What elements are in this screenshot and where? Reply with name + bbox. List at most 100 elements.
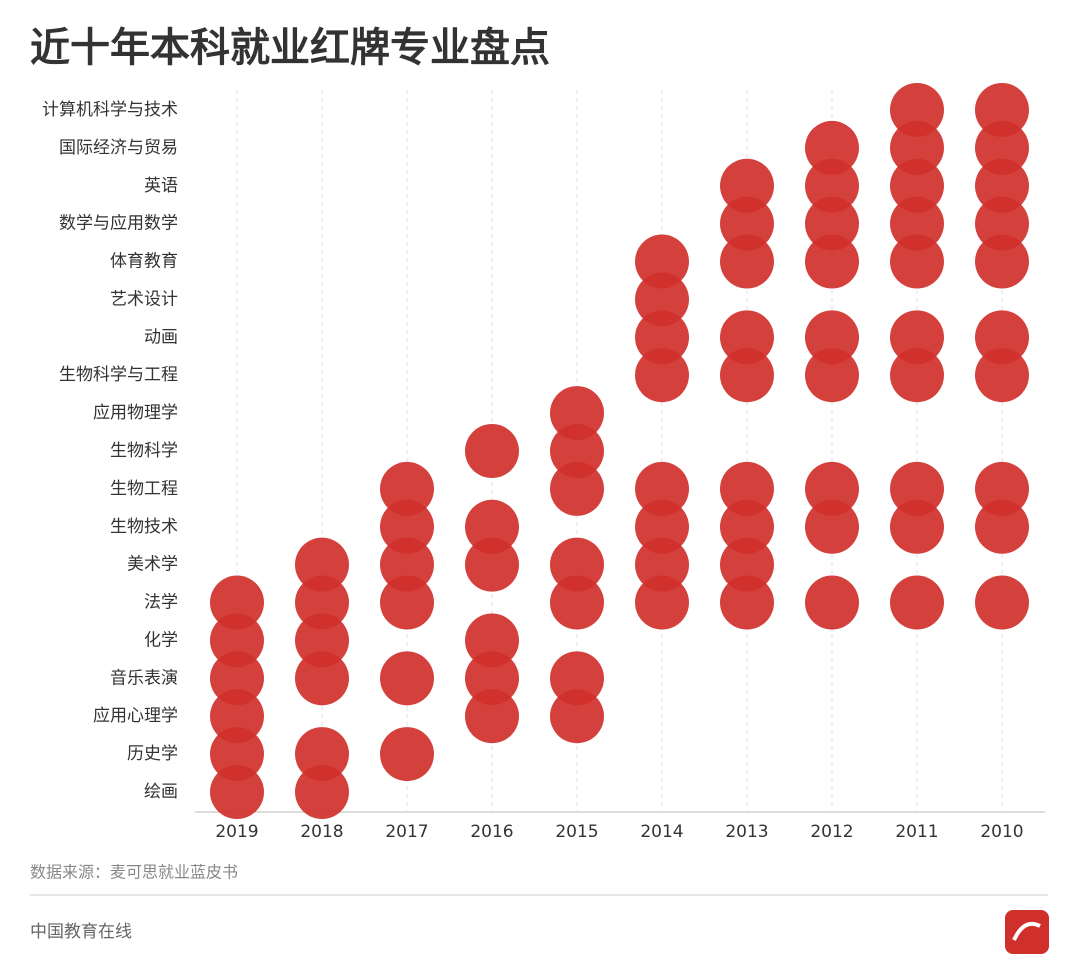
dot	[890, 234, 944, 289]
y-tick-label: 国际经济与贸易	[59, 138, 178, 158]
y-tick-label: 生物技术	[110, 517, 178, 537]
x-tick-label: 2018	[300, 822, 343, 842]
dot	[210, 651, 264, 706]
dot	[890, 120, 944, 175]
y-tick-label: 艺术设计	[110, 289, 178, 309]
dot	[635, 272, 689, 327]
dot	[635, 310, 689, 365]
x-tick-label: 2015	[555, 822, 598, 842]
dot	[890, 461, 944, 516]
dot	[465, 651, 519, 706]
y-tick-label: 历史学	[127, 744, 178, 764]
dot	[720, 310, 774, 365]
dot	[805, 461, 859, 516]
dot	[635, 348, 689, 403]
dot	[890, 83, 944, 137]
dot	[210, 765, 264, 819]
dot	[890, 310, 944, 365]
dot	[295, 727, 349, 782]
y-tick-label: 绘画	[144, 782, 178, 802]
dot	[805, 348, 859, 403]
dot	[975, 461, 1029, 516]
dot	[550, 689, 604, 744]
dot	[805, 234, 859, 289]
dot	[465, 537, 519, 592]
dot	[635, 537, 689, 592]
y-tick-label: 英语	[144, 176, 178, 196]
y-tick-label: 化学	[144, 630, 178, 650]
x-tick-label: 2019	[215, 822, 258, 842]
dot	[720, 537, 774, 592]
dot	[380, 499, 434, 554]
dot	[380, 537, 434, 592]
dot	[380, 461, 434, 516]
dot	[975, 310, 1029, 365]
dot	[635, 234, 689, 289]
dot	[295, 575, 349, 630]
dot	[380, 727, 434, 782]
y-tick-label: 应用心理学	[93, 706, 178, 726]
x-tick-label: 2012	[810, 822, 853, 842]
dot	[890, 575, 944, 630]
y-tick-label: 应用物理学	[93, 403, 178, 423]
y-tick-label: 音乐表演	[110, 668, 178, 688]
dot	[380, 575, 434, 630]
dot	[295, 765, 349, 819]
y-tick-label: 数学与应用数学	[59, 214, 178, 234]
dot	[550, 651, 604, 706]
dot	[975, 575, 1029, 630]
dot	[465, 613, 519, 668]
dot	[210, 689, 264, 744]
logo	[1005, 910, 1049, 954]
dot	[805, 120, 859, 175]
dot	[465, 499, 519, 554]
y-tick-label: 法学	[144, 593, 178, 613]
dot	[210, 613, 264, 668]
dot	[295, 537, 349, 592]
dot	[890, 158, 944, 213]
x-tick-label: 2011	[895, 822, 938, 842]
y-tick-label: 生物工程	[110, 479, 178, 499]
chart-title: 近十年本科就业红牌专业盘点	[30, 25, 550, 71]
y-tick-label: 体育教育	[110, 252, 178, 272]
dot	[295, 613, 349, 668]
x-tick-label: 2016	[470, 822, 513, 842]
dot	[975, 158, 1029, 213]
dot	[635, 499, 689, 554]
dot	[720, 499, 774, 554]
x-tick-label: 2017	[385, 822, 428, 842]
x-tick-label: 2013	[725, 822, 768, 842]
dot	[295, 651, 349, 706]
dot	[720, 234, 774, 289]
dot	[890, 348, 944, 403]
dot	[550, 386, 604, 441]
dot	[635, 575, 689, 630]
dot	[720, 158, 774, 213]
y-tick-label: 美术学	[127, 555, 178, 575]
dot	[805, 158, 859, 213]
y-tick-label: 动画	[144, 327, 178, 347]
y-tick-label: 生物科学	[110, 441, 178, 461]
dot	[210, 575, 264, 630]
dot	[720, 196, 774, 251]
dot	[975, 196, 1029, 251]
dot	[465, 424, 519, 478]
dot	[380, 651, 434, 706]
dot	[975, 348, 1029, 403]
x-tick-label: 2014	[640, 822, 683, 842]
y-tick-label: 生物科学与工程	[59, 365, 178, 385]
y-tick-label: 计算机科学与技术	[42, 100, 178, 120]
dot	[975, 234, 1029, 289]
dot	[550, 424, 604, 478]
dot	[805, 310, 859, 365]
dot	[720, 575, 774, 630]
dot	[720, 348, 774, 403]
dot	[465, 689, 519, 744]
dot	[550, 461, 604, 516]
dot	[805, 196, 859, 251]
dot	[635, 461, 689, 516]
dot	[720, 461, 774, 516]
dot	[975, 83, 1029, 137]
dot	[805, 499, 859, 554]
